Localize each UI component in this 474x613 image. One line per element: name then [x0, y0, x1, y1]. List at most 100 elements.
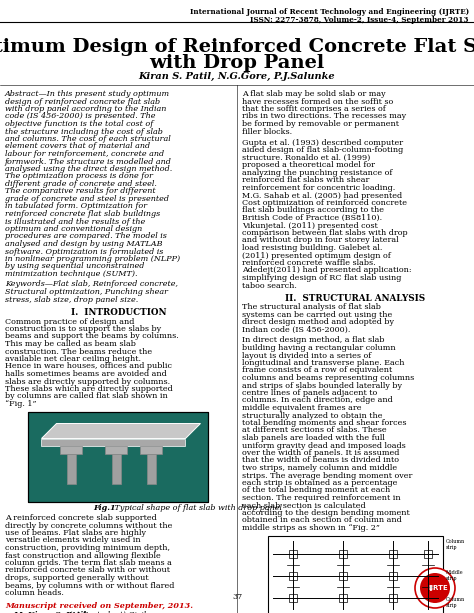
Circle shape	[415, 568, 455, 608]
Text: minimization technique (SUMT).: minimization technique (SUMT).	[5, 270, 137, 278]
Text: proposed a theoretical model for: proposed a theoretical model for	[242, 161, 375, 170]
Bar	[289, 571, 297, 579]
Text: The structural analysis of flat slab: The structural analysis of flat slab	[242, 303, 381, 311]
Bar	[389, 549, 397, 557]
Text: These slabs which are directly supported: These slabs which are directly supported	[5, 385, 173, 393]
Text: that the soffit comprises a series of: that the soffit comprises a series of	[242, 105, 386, 113]
Text: flat slab buildings according to the: flat slab buildings according to the	[242, 207, 384, 215]
Bar	[289, 593, 297, 601]
Text: This may be called as beam slab: This may be called as beam slab	[5, 340, 136, 348]
Text: middle strips as shown in “Fig. 2”: middle strips as shown in “Fig. 2”	[242, 524, 380, 532]
Text: Kiran S. Patil, N.G.Gore, P.J.Salunke: Kiran S. Patil, N.G.Gore, P.J.Salunke	[139, 72, 335, 81]
Text: construction, providing minimum depth,: construction, providing minimum depth,	[5, 544, 170, 552]
Polygon shape	[42, 438, 185, 446]
Text: Manuscript received on September, 2013.: Manuscript received on September, 2013.	[5, 603, 193, 611]
Text: and columns. The cost of each structural: and columns. The cost of each structural	[5, 135, 171, 143]
Text: software. Optimization is formulated is: software. Optimization is formulated is	[5, 248, 164, 256]
Text: Mr.Kiran S. Patil,: Mr.Kiran S. Patil,	[13, 611, 89, 613]
Text: and without drop in four storey lateral: and without drop in four storey lateral	[242, 237, 399, 245]
Text: Fig.1: Fig.1	[93, 503, 116, 511]
Text: ISSN: 2277-3878, Volume-2, Issue-4, September 2013: ISSN: 2277-3878, Volume-2, Issue-4, Sept…	[250, 16, 469, 24]
Bar	[424, 549, 432, 557]
Text: uniform gravity dead and imposed loads: uniform gravity dead and imposed loads	[242, 441, 406, 449]
Text: Cost optimization of reinforced concrete: Cost optimization of reinforced concrete	[242, 199, 407, 207]
Text: analysed and design by using MATLAB: analysed and design by using MATLAB	[5, 240, 163, 248]
Bar	[389, 593, 397, 601]
Text: centre lines of panels adjacent to: centre lines of panels adjacent to	[242, 389, 377, 397]
Text: by using sequential unconstrained: by using sequential unconstrained	[5, 262, 145, 270]
Bar	[28, 411, 209, 501]
Text: II.  STRUCTURAL ANALYSIS: II. STRUCTURAL ANALYSIS	[285, 294, 426, 303]
Text: in nonlinear programming problem (NLPP): in nonlinear programming problem (NLPP)	[5, 255, 180, 263]
Text: total bending moments and shear forces: total bending moments and shear forces	[242, 419, 407, 427]
Bar	[339, 593, 347, 601]
Text: Column
strip: Column strip	[446, 597, 465, 608]
Text: I.  INTRODUCTION: I. INTRODUCTION	[71, 308, 166, 317]
Text: drops, supported generally without: drops, supported generally without	[5, 574, 149, 582]
Text: “Fig. 1”: “Fig. 1”	[5, 400, 36, 408]
Text: construction is to support the slabs by: construction is to support the slabs by	[5, 325, 161, 333]
Bar	[147, 454, 156, 484]
Text: with Drop Panel: with Drop Panel	[149, 54, 325, 72]
Bar	[389, 571, 397, 579]
Text: grade of concrete and steel is presented: grade of concrete and steel is presented	[5, 195, 169, 203]
Text: have recesses formed on the soffit so: have recesses formed on the soffit so	[242, 97, 393, 105]
Text: Gupta et al. (1993) described computer: Gupta et al. (1993) described computer	[242, 139, 403, 147]
Bar	[268, 536, 443, 613]
Text: design of reinforced concrete flat slab: design of reinforced concrete flat slab	[5, 97, 160, 105]
Text: labour for reinforcement, concrete and: labour for reinforcement, concrete and	[5, 150, 164, 158]
Text: Adedejt(2011) had presented application:: Adedejt(2011) had presented application:	[242, 267, 411, 275]
Text: formwork. The structure is modelled and: formwork. The structure is modelled and	[5, 158, 172, 166]
Text: reinforced concrete flat slab buildings: reinforced concrete flat slab buildings	[5, 210, 160, 218]
Text: International Journal of Recent Technology and Engineering (IJRTE): International Journal of Recent Technolo…	[190, 8, 469, 16]
Text: systems can be carried out using the: systems can be carried out using the	[242, 311, 392, 319]
Text: simplifying design of RC flat slab using: simplifying design of RC flat slab using	[242, 274, 401, 282]
Text: in tabulated form. Optimization for: in tabulated form. Optimization for	[5, 202, 147, 210]
Text: Optimum Design of Reinforced Concrete Flat Slab: Optimum Design of Reinforced Concrete Fl…	[0, 38, 474, 56]
Text: by columns are called flat slab shown in: by columns are called flat slab shown in	[5, 392, 168, 400]
Text: The optimization process is done for: The optimization process is done for	[5, 172, 153, 180]
Text: at different sections of slabs. These: at different sections of slabs. These	[242, 427, 387, 435]
Text: analysed using the direct design method.: analysed using the direct design method.	[5, 165, 172, 173]
Text: slab panels are loaded with the full: slab panels are loaded with the full	[242, 434, 385, 442]
Text: IJRTE: IJRTE	[428, 585, 448, 591]
Text: (M.E. student) Civil: (M.E. student) Civil	[69, 611, 146, 613]
Text: A reinforced concrete slab supported: A reinforced concrete slab supported	[5, 514, 157, 522]
Text: beams and support the beams by columns.: beams and support the beams by columns.	[5, 332, 179, 340]
Bar	[67, 454, 76, 484]
Text: stress, slab size, drop panel size.: stress, slab size, drop panel size.	[5, 295, 138, 303]
Text: the structure including the cost of slab: the structure including the cost of slab	[5, 128, 163, 135]
Bar	[112, 454, 121, 484]
Text: comparison between flat slabs with drop: comparison between flat slabs with drop	[242, 229, 408, 237]
Circle shape	[420, 573, 450, 603]
Text: Typical shape of flat slab with drop panel: Typical shape of flat slab with drop pan…	[111, 503, 282, 511]
Text: element covers that of material and: element covers that of material and	[5, 142, 150, 151]
Text: Keywords—Flat slab, Reinforced concrete,: Keywords—Flat slab, Reinforced concrete,	[5, 281, 178, 289]
Bar	[424, 571, 432, 579]
Text: aided design of flat slab-column-footing: aided design of flat slab-column-footing	[242, 147, 403, 154]
Text: (2011) presented optimum design of: (2011) presented optimum design of	[242, 251, 391, 259]
Text: longitudinal and transverse plane. Each: longitudinal and transverse plane. Each	[242, 359, 404, 367]
Text: slabs are directly supported by columns.: slabs are directly supported by columns.	[5, 378, 170, 386]
Text: taboo search.: taboo search.	[242, 281, 297, 289]
Text: obtained in each section of column and: obtained in each section of column and	[242, 517, 402, 525]
Text: over the width of panels. It is assumed: over the width of panels. It is assumed	[242, 449, 400, 457]
Text: strips. The average bending moment over: strips. The average bending moment over	[242, 471, 412, 479]
Text: In direct design method, a flat slab: In direct design method, a flat slab	[242, 337, 384, 345]
Text: ribs in two directions. The recesses may: ribs in two directions. The recesses may	[242, 113, 406, 121]
Text: columns and beams representing columns: columns and beams representing columns	[242, 374, 414, 382]
Text: filler blocks.: filler blocks.	[242, 128, 292, 135]
Text: reinforcement for concentric loading.: reinforcement for concentric loading.	[242, 184, 395, 192]
Text: Common practice of design and: Common practice of design and	[5, 318, 134, 326]
Text: column heads.: column heads.	[5, 589, 64, 597]
Polygon shape	[42, 424, 201, 438]
Text: column grids. The term flat slab means a: column grids. The term flat slab means a	[5, 559, 172, 567]
Text: layout is divided into a series of: layout is divided into a series of	[242, 351, 371, 359]
Text: Column
strip: Column strip	[446, 539, 465, 550]
Text: halls sometimes beams are avoided and: halls sometimes beams are avoided and	[5, 370, 167, 378]
Text: each slab section is calculated: each slab section is calculated	[242, 501, 365, 509]
Text: with drop panel according to the Indian: with drop panel according to the Indian	[5, 105, 166, 113]
Text: two strips, namely column and middle: two strips, namely column and middle	[242, 464, 397, 472]
Bar	[339, 571, 347, 579]
Bar	[28, 411, 209, 501]
